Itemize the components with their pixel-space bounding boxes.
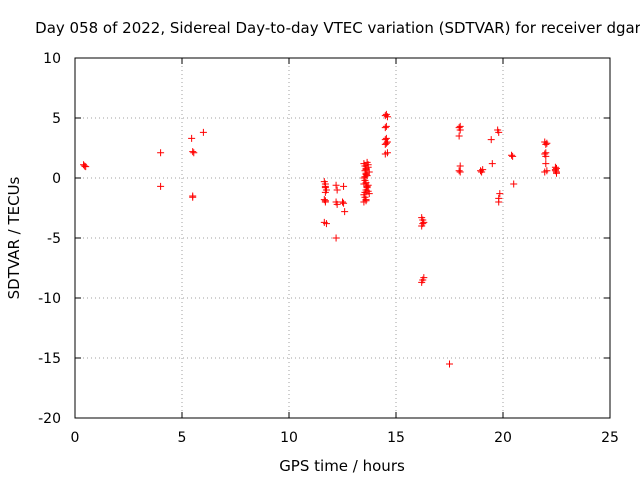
data-point	[189, 193, 197, 201]
data-point	[551, 166, 559, 174]
data-point	[360, 198, 368, 206]
data-point	[188, 134, 196, 142]
y-tick-label: -15	[38, 351, 61, 367]
data-point	[321, 198, 329, 206]
grid	[75, 58, 610, 418]
data-point	[418, 278, 426, 286]
x-tick-label: 20	[494, 430, 512, 446]
data-point	[496, 190, 504, 198]
data-point	[81, 162, 89, 170]
data-point	[455, 167, 463, 175]
data-point	[446, 360, 453, 368]
data-point	[364, 161, 372, 169]
x-tick-label: 5	[178, 430, 187, 446]
data-point	[333, 200, 341, 208]
x-tick-label: 0	[71, 430, 80, 446]
data-point	[456, 168, 464, 176]
data-point	[360, 180, 368, 188]
data-point	[381, 140, 389, 148]
data-point	[383, 113, 391, 121]
data-point	[542, 149, 550, 157]
data-point	[541, 168, 549, 176]
data-point	[487, 136, 495, 144]
data-point	[542, 160, 550, 168]
data-point	[361, 173, 369, 181]
y-tick-label: -5	[47, 231, 61, 247]
data-point	[543, 139, 551, 147]
x-tick-label: 10	[280, 430, 298, 446]
data-point	[322, 220, 330, 228]
data-point	[418, 222, 426, 230]
x-tick-label: 15	[387, 430, 405, 446]
data-point	[488, 160, 496, 168]
y-tick-label: 10	[43, 51, 61, 67]
data-point	[157, 182, 165, 190]
data-point	[456, 122, 464, 130]
data-point	[332, 234, 340, 242]
data-point	[199, 128, 207, 136]
data-point	[542, 140, 550, 148]
data-point	[495, 198, 503, 206]
data-point	[365, 190, 373, 198]
data-point	[341, 208, 349, 216]
data-point	[321, 180, 329, 188]
data-point	[189, 148, 197, 156]
data-point	[495, 128, 503, 136]
y-axis-label: SDTVAR / TECUs	[5, 176, 23, 299]
data-point	[455, 132, 463, 140]
plot-frame	[74, 57, 611, 419]
data-point	[509, 152, 517, 160]
y-tick-label: 5	[52, 111, 61, 127]
data-point	[510, 180, 518, 188]
data-point	[82, 163, 90, 171]
data-point	[456, 162, 464, 170]
x-tick-label: 25	[601, 430, 619, 446]
y-tick-label: 0	[52, 171, 61, 187]
data-point	[382, 122, 390, 130]
data-point	[321, 188, 329, 196]
data-point	[157, 149, 165, 157]
x-axis-label: GPS time / hours	[279, 457, 405, 475]
chart-title: Day 058 of 2022, Sidereal Day-to-day VTE…	[35, 19, 640, 37]
data-point	[333, 186, 341, 194]
data-point	[340, 182, 348, 190]
data-point	[420, 218, 428, 226]
data-point	[508, 151, 516, 159]
data-point	[362, 166, 370, 174]
data-point	[382, 134, 390, 142]
y-tick-label: -10	[38, 291, 61, 307]
data-point	[190, 149, 198, 157]
data-points	[80, 110, 560, 368]
data-point	[479, 166, 487, 174]
tick-labels: 0 5 10 15 20 25 -20 -15 -10 -5 0 5 10	[38, 51, 619, 446]
y-tick-label: -20	[38, 411, 61, 427]
data-point	[381, 150, 389, 158]
data-point	[381, 124, 389, 132]
data-point	[332, 181, 340, 189]
data-point	[340, 199, 348, 207]
data-point	[339, 198, 346, 206]
